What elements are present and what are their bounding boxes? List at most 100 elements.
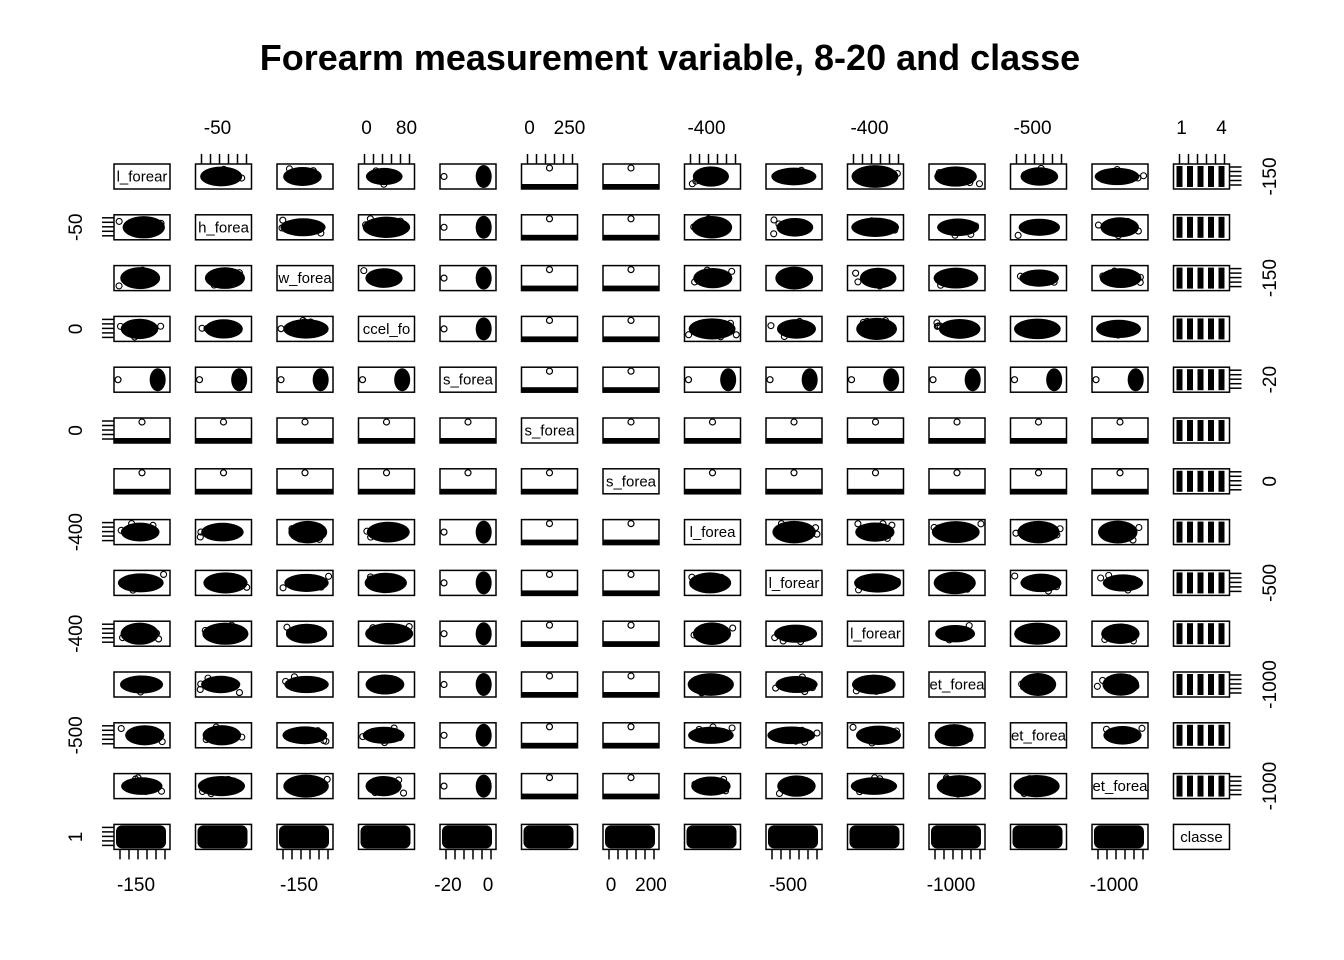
scatter-panel [602, 366, 660, 393]
class-stripe [1208, 369, 1214, 391]
point-marker [875, 737, 883, 745]
point-cloud [117, 573, 164, 593]
point-cloud [1017, 520, 1060, 544]
point-cloud [521, 184, 578, 189]
outlier-point [464, 469, 472, 477]
point-marker [813, 530, 821, 538]
scatter-panel [683, 722, 742, 749]
outlier-point [847, 376, 856, 384]
scatter-panel [439, 823, 497, 851]
point-cloud [692, 622, 732, 645]
point-marker [943, 775, 951, 783]
point-cloud [929, 488, 985, 494]
point-marker [304, 172, 312, 180]
point-marker [770, 216, 778, 224]
point-marker [777, 172, 785, 180]
point-marker [1128, 529, 1136, 538]
point-cloud [1010, 488, 1067, 494]
outlier-point [627, 773, 635, 782]
scatter-panel [765, 620, 823, 647]
top-tick-label: -50 [204, 118, 231, 139]
outlier-point [627, 266, 635, 274]
point-marker [137, 688, 145, 696]
variable-label: l_forear [769, 575, 820, 592]
outlier-point [219, 469, 228, 477]
scatter-panel [520, 518, 579, 546]
bottom-tick-label: -1000 [1090, 875, 1139, 896]
point-cloud [119, 675, 164, 694]
point-cloud [312, 368, 329, 392]
point-cloud [365, 622, 414, 645]
class-stripe [1218, 369, 1225, 391]
point-marker [371, 682, 379, 691]
point-marker [965, 622, 973, 630]
scatter-panel [602, 315, 660, 343]
point-marker [133, 575, 141, 583]
point-marker [883, 534, 891, 542]
scatter-panel [113, 264, 171, 292]
outlier-point [195, 376, 204, 384]
outlier-point [790, 469, 798, 477]
scatter-panel [765, 671, 823, 698]
scatter-panel [846, 671, 905, 698]
point-cloud [200, 166, 243, 187]
point-cloud [931, 825, 981, 849]
outlier-point [114, 376, 122, 384]
point-marker [722, 787, 730, 795]
scatter-panel [113, 569, 171, 597]
point-cloud [121, 777, 163, 795]
point-marker [1050, 278, 1058, 286]
point-marker [1037, 275, 1045, 283]
scatter-panel [357, 518, 416, 546]
point-marker [863, 317, 871, 325]
scatter-panel [602, 620, 660, 647]
point-marker [963, 270, 971, 278]
point-marker [285, 165, 294, 173]
point-cloud [931, 521, 980, 544]
point-cloud [521, 539, 578, 545]
point-marker [370, 678, 378, 686]
point-cloud [197, 825, 248, 849]
class-stripe [1208, 216, 1214, 238]
point-marker [238, 733, 246, 741]
bottom-tick-label: -1000 [927, 875, 976, 896]
point-marker [937, 281, 945, 289]
point-marker [1052, 630, 1060, 638]
point-cloud [362, 216, 411, 238]
point-marker [872, 581, 880, 589]
scatter-panel [276, 417, 334, 444]
point-marker [279, 216, 287, 224]
point-cloud [692, 166, 729, 187]
variable-label: ccel_fo [363, 321, 411, 338]
point-marker [205, 576, 214, 584]
point-marker [1037, 164, 1045, 172]
scatter-panel [1091, 569, 1149, 597]
scatter-panel [683, 264, 742, 292]
point-cloud [851, 217, 899, 237]
scatter-panel [1172, 468, 1231, 495]
point-marker [1105, 571, 1113, 579]
point-marker [158, 738, 166, 746]
point-marker [938, 584, 946, 592]
point-marker [366, 215, 374, 223]
point-marker [1129, 637, 1137, 645]
point-marker [140, 633, 148, 641]
outlier-point [277, 376, 285, 384]
point-cloud [440, 488, 496, 494]
point-cloud [521, 285, 578, 291]
point-cloud [365, 268, 403, 288]
point-marker [1099, 272, 1107, 280]
point-marker [370, 574, 379, 583]
scatter-panel [194, 722, 253, 749]
point-marker [235, 269, 243, 277]
point-marker [691, 278, 699, 286]
point-cloud [475, 266, 492, 290]
scatter-panel [194, 366, 253, 393]
point-marker [385, 175, 393, 183]
scatter-panel [520, 772, 579, 800]
class-stripe [1197, 623, 1204, 645]
outlier-point [545, 723, 554, 731]
point-marker [785, 177, 793, 185]
point-marker [1120, 732, 1128, 740]
point-marker [689, 580, 697, 588]
